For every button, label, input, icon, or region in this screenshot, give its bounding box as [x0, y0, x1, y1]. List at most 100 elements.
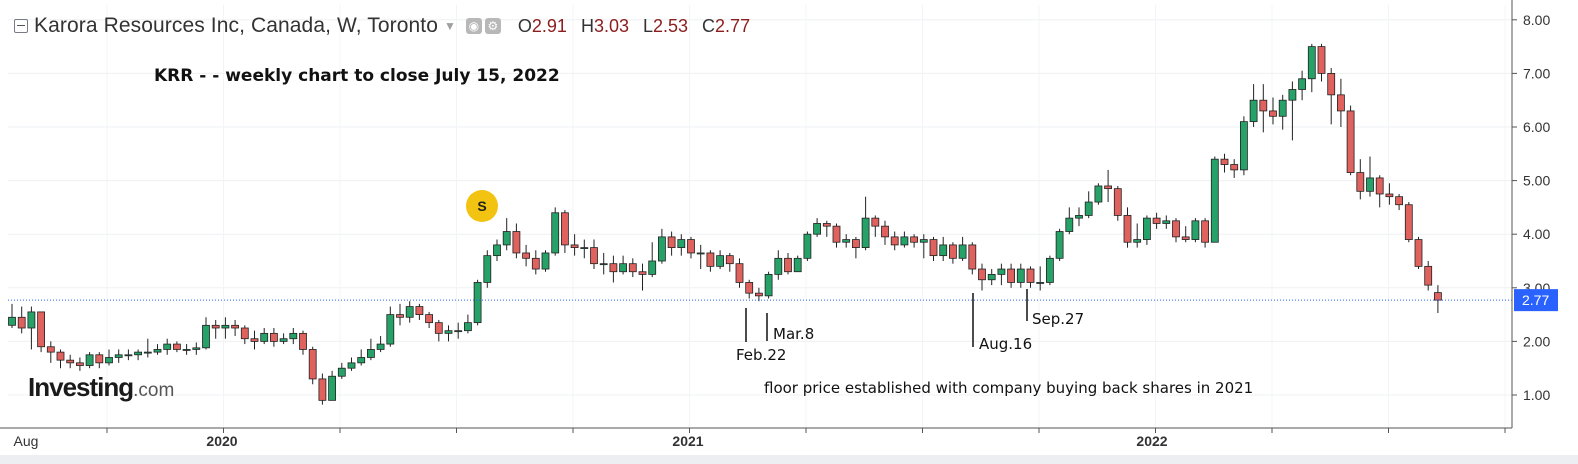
- candle-body: [483, 255, 492, 283]
- y-tick-label: 4.00: [1523, 226, 1550, 242]
- chevron-down-icon[interactable]: ▼: [443, 19, 456, 33]
- candle-body: [997, 268, 1006, 275]
- candle-body: [376, 343, 385, 350]
- candle-body: [124, 354, 133, 357]
- eye-icon[interactable]: ◉: [465, 18, 482, 34]
- candle-body: [531, 257, 540, 270]
- candle-body: [774, 257, 783, 275]
- candle-body: [1201, 220, 1209, 243]
- candle-body: [153, 349, 162, 353]
- candle-body: [143, 351, 152, 354]
- candle-body: [1375, 177, 1384, 195]
- candle-body: [337, 367, 346, 377]
- x-tick-label: 2020: [206, 433, 237, 449]
- candle-body: [522, 252, 530, 259]
- date-marker-label: Mar.8: [773, 325, 814, 343]
- y-tick-label: 5.00: [1523, 173, 1550, 189]
- split-event-marker[interactable]: S: [466, 190, 498, 222]
- candle-body: [250, 338, 259, 342]
- candle-body: [1278, 99, 1287, 117]
- candle-body: [1172, 220, 1180, 238]
- candle-body: [182, 349, 191, 351]
- candle-body: [347, 362, 356, 369]
- symbol-title[interactable]: Karora Resources Inc, Canada, W, Toronto: [34, 14, 438, 37]
- candle-body: [493, 244, 501, 257]
- candle-body: [134, 351, 143, 356]
- candle-body: [1084, 201, 1093, 216]
- candle-body: [978, 268, 986, 281]
- scrollbar-track: [0, 455, 1578, 464]
- candle-body: [502, 231, 511, 246]
- date-marker-label: Sep.27: [1032, 310, 1084, 328]
- chart-title: KRR - - weekly chart to close July 15, 2…: [154, 66, 560, 86]
- candle-body: [900, 236, 909, 246]
- candle-body: [1288, 89, 1297, 101]
- candle-body: [919, 239, 928, 243]
- date-marker-label: Aug.16: [979, 335, 1032, 353]
- candle-body: [76, 362, 84, 366]
- candle-body: [832, 225, 841, 243]
- candle-body: [1191, 220, 1200, 240]
- candle-body: [1162, 220, 1171, 224]
- candle-body: [696, 252, 705, 255]
- candle-body: [1007, 268, 1015, 283]
- candle-body: [95, 354, 104, 364]
- candle-body: [444, 330, 453, 334]
- candle-body: [968, 244, 977, 270]
- investing-logo: Investing.com: [28, 372, 175, 402]
- candle-body: [1036, 282, 1045, 284]
- candle-body: [1230, 164, 1239, 171]
- candle-body: [590, 247, 598, 265]
- candle-body: [706, 252, 715, 267]
- collapse-legend-icon[interactable]: [14, 19, 28, 33]
- candle-body: [551, 212, 560, 254]
- candle-body: [299, 332, 307, 350]
- candle-body: [1424, 265, 1433, 286]
- candle-body: [667, 236, 676, 249]
- candle-body: [1307, 46, 1316, 80]
- candle-body: [1366, 177, 1374, 192]
- candle-body: [366, 349, 375, 358]
- candle-body: [231, 324, 240, 329]
- candle-body: [163, 343, 172, 350]
- candle-body: [561, 212, 569, 246]
- candle-body: [541, 252, 550, 270]
- candle-body: [803, 233, 812, 259]
- candle-body: [37, 311, 45, 348]
- candle-body: [619, 263, 627, 273]
- candle-body: [609, 263, 618, 273]
- candle-body: [1123, 215, 1132, 243]
- candle-body: [425, 314, 434, 324]
- candle-body: [1104, 185, 1112, 190]
- candle-body: [463, 322, 472, 332]
- candle-body: [1046, 257, 1054, 283]
- candle-body: [1240, 121, 1248, 171]
- candle-body: [85, 354, 94, 366]
- candle-body: [1385, 193, 1394, 198]
- candle-body: [1346, 110, 1355, 173]
- candle-body: [1220, 158, 1229, 165]
- candle-body: [784, 257, 792, 273]
- candle-body: [755, 292, 763, 297]
- candle-body: [386, 314, 395, 345]
- candle-body: [861, 217, 870, 248]
- floor-price-note: floor price established with company buy…: [764, 379, 1254, 397]
- candle-body: [871, 217, 880, 227]
- candle-body: [1094, 185, 1103, 203]
- candle-body: [1356, 172, 1365, 192]
- y-tick-label: 2.00: [1523, 333, 1550, 349]
- candle-body: [687, 239, 695, 254]
- gear-icon[interactable]: ⚙: [484, 18, 501, 34]
- candle-body: [405, 306, 414, 318]
- candle-body: [813, 223, 821, 235]
- candle-body: [202, 324, 210, 349]
- candle-body: [1327, 73, 1336, 96]
- candle-body: [1298, 78, 1306, 90]
- candle-body: [1317, 46, 1326, 74]
- candle-body: [357, 357, 366, 364]
- candle-body: [192, 347, 201, 350]
- candle-body: [1249, 99, 1258, 123]
